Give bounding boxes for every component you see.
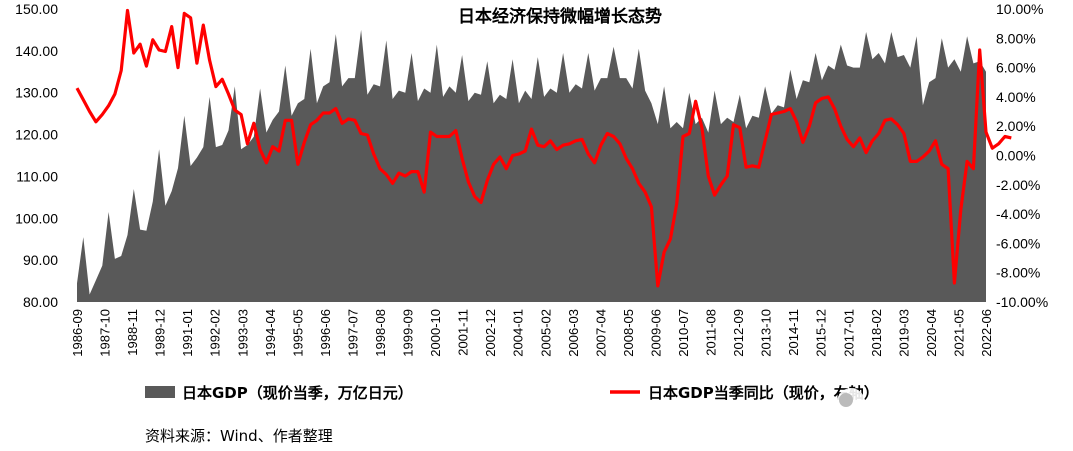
x-tick-label: 1993-03 (235, 309, 250, 357)
x-tick-label: 2006-03 (566, 309, 581, 357)
gdp-area-layer (77, 29, 986, 303)
left-tick-label: 150.00 (15, 1, 58, 17)
right-tick-label: -2.00% (996, 177, 1040, 193)
legend-area-label: 日本GDP（现价当季，万亿日元） (182, 384, 413, 402)
left-tick-label: 110.00 (16, 168, 58, 184)
x-tick-label: 1994-04 (263, 309, 278, 357)
left-tick-label: 120.00 (15, 127, 58, 143)
x-tick-label: 2020-04 (924, 309, 939, 357)
source-note: 资料来源：Wind、作者整理 (145, 427, 333, 445)
left-tick-label: 90.00 (23, 252, 58, 268)
x-tick-label: 2012-09 (731, 309, 746, 357)
x-tick-label: 1999-09 (401, 309, 416, 357)
right-tick-label: 10.00% (996, 1, 1043, 17)
legend: 日本GDP（现价当季，万亿日元） 日本GDP当季同比（现价，右轴） (145, 384, 879, 402)
x-tick-label: 2013-10 (759, 309, 774, 357)
x-tick-label: 2019-03 (896, 309, 911, 357)
right-tick-label: 4.00% (996, 89, 1036, 105)
x-tick-label: 2022-06 (979, 309, 994, 357)
right-tick-label: 8.00% (996, 30, 1036, 46)
right-tick-label: 2.00% (996, 118, 1036, 134)
left-tick-label: 100.00 (15, 210, 58, 226)
legend-area-swatch (145, 386, 175, 398)
right-tick-label: -4.00% (996, 206, 1040, 222)
legend-line-label: 日本GDP当季同比（现价，右轴） (648, 384, 879, 402)
x-tick-label: 1992-02 (208, 309, 223, 357)
x-tick-label: 1991-01 (180, 309, 195, 357)
x-tick-label: 1987-10 (98, 309, 113, 357)
x-axis: 1986-09 1987-10 1988-11 1989-12 1991-01 1992-… (70, 309, 994, 357)
x-tick-label: 2018-02 (869, 309, 884, 357)
x-tick-label: 1989-12 (153, 309, 168, 357)
right-tick-label: 0.00% (996, 148, 1036, 164)
right-tick-label: -6.00% (996, 235, 1040, 251)
gdp-area (77, 29, 986, 303)
x-tick-label: 2010-07 (676, 309, 691, 357)
x-tick-label: 1996-06 (318, 309, 333, 357)
yoy-line (75, 8, 1012, 288)
left-tick-label: 80.00 (23, 294, 58, 310)
watermark-text: 任博宏观论道 (872, 391, 1004, 416)
wechat-bubble-icon (839, 393, 853, 407)
x-tick-label: 1988-11 (125, 309, 140, 356)
left-axis: 80.00 90.00 100.00 110.00 120.00 130.00 140.00… (15, 1, 58, 310)
x-tick-label: 2004-01 (511, 309, 526, 357)
x-tick-label: 2001-11 (456, 309, 471, 356)
left-tick-label: 140.00 (15, 43, 58, 59)
x-tick-label: 2005-02 (538, 309, 553, 357)
x-tick-label: 2014-11 (786, 309, 801, 356)
left-tick-label: 130.00 (15, 85, 58, 101)
chart-title: 日本经济保持微幅增长态势 (458, 6, 662, 27)
x-tick-label: 2007-04 (593, 309, 608, 357)
x-tick-label: 2000-10 (428, 309, 443, 357)
x-tick-label: 1997-07 (346, 309, 361, 357)
yoy-line-layer (75, 8, 1012, 288)
x-tick-label: 2009-06 (649, 309, 664, 357)
x-tick-label: 1995-05 (290, 309, 305, 357)
x-tick-label: 1986-09 (70, 309, 85, 357)
x-tick-label: 2008-05 (621, 309, 636, 357)
x-tick-label: 2002-12 (483, 309, 498, 357)
x-tick-label: 1998-08 (373, 309, 388, 357)
x-tick-label: 2017-01 (841, 309, 856, 357)
x-tick-label: 2021-05 (952, 309, 967, 357)
right-tick-label: 6.00% (996, 60, 1036, 76)
x-tick-label: 2011-08 (704, 309, 719, 356)
right-axis: -10.00% -8.00% -6.00% -4.00% -2.00% 0.00% 2.00… (996, 1, 1048, 310)
x-tick-label: 2015-12 (814, 309, 829, 357)
right-tick-label: -10.00% (996, 294, 1048, 310)
watermark: 任博宏观论道 (837, 388, 1004, 416)
right-tick-label: -8.00% (996, 265, 1040, 281)
